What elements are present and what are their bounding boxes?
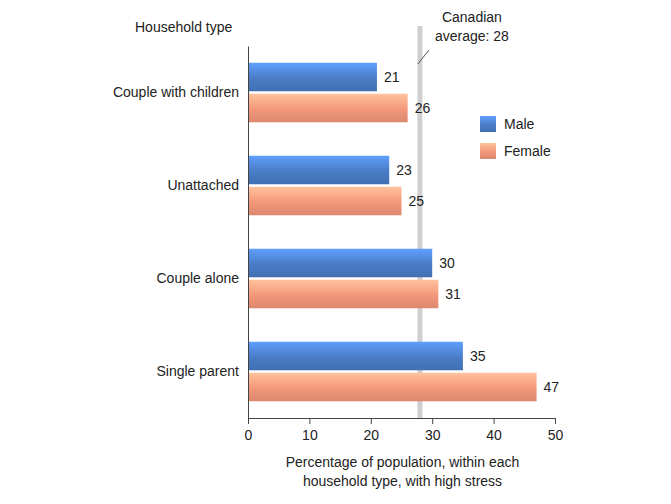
legend-swatch [480, 116, 496, 132]
data-label: 26 [415, 100, 431, 116]
x-axis-title: Percentage of population, within each [286, 454, 520, 470]
x-tick-label: 40 [486, 427, 502, 443]
x-tick-mark [248, 418, 249, 424]
x-tick-label: 50 [548, 427, 564, 443]
x-tick: 50 [548, 418, 564, 443]
x-tick-label: 30 [425, 427, 441, 443]
bar [248, 94, 408, 123]
chart: 21 23 30 35 26 25 31 47 Canadian average: 28 0 10 20… [0, 0, 671, 504]
bar [248, 63, 377, 92]
annotation-leader [418, 50, 429, 64]
x-tick-label: 0 [245, 427, 253, 443]
legend: Male Female [480, 116, 551, 159]
bar [248, 249, 432, 278]
data-label: 30 [439, 255, 455, 271]
bar [248, 342, 463, 371]
legend-item: Male [480, 116, 535, 132]
y-tick: Couple alone [156, 270, 248, 286]
y-tick: Couple with children [113, 84, 248, 100]
bar [248, 373, 537, 402]
x-axis-title: household type, with high stress [303, 473, 502, 489]
x-tick-mark [555, 418, 556, 424]
legend-swatch [480, 143, 496, 159]
annotation-text: average: 28 [435, 28, 509, 44]
y-tick-label: Unattached [167, 177, 239, 193]
legend-item: Female [480, 143, 551, 159]
y-axis-line [248, 47, 249, 419]
x-tick-label: 10 [302, 427, 318, 443]
y-tick-label: Couple with children [113, 84, 239, 100]
data-labels: 21 23 30 35 26 25 31 47 [384, 69, 559, 395]
annotation: Canadian average: 28 [418, 9, 509, 64]
bar [248, 280, 438, 309]
annotation-text: Canadian [442, 9, 502, 25]
legend-label: Male [504, 116, 535, 132]
x-tick: 20 [364, 418, 380, 443]
bar [248, 156, 389, 185]
x-tick-mark [494, 418, 495, 424]
data-label: 25 [409, 193, 425, 209]
x-tick: 10 [302, 418, 318, 443]
x-tick-mark [432, 418, 433, 424]
y-axis-title: Household type [135, 19, 233, 35]
x-tick-mark [371, 418, 372, 424]
y-tick: Single parent [156, 363, 248, 379]
data-label: 35 [470, 348, 486, 364]
plot-area [248, 26, 537, 418]
data-label: 21 [384, 69, 400, 85]
legend-label: Female [504, 143, 551, 159]
x-tick: 30 [425, 418, 441, 443]
x-axis-line [249, 419, 556, 425]
y-tick: Unattached [167, 177, 248, 193]
x-axis: 0 10 20 30 40 50 [245, 418, 564, 443]
bar [248, 187, 402, 216]
data-label: 23 [396, 162, 412, 178]
x-tick-mark [309, 418, 310, 424]
y-axis: Couple with children Unattached Couple alo… [113, 47, 249, 419]
x-tick-label: 20 [364, 427, 380, 443]
x-tick: 40 [486, 418, 502, 443]
x-tick: 0 [245, 418, 253, 443]
data-label: 47 [544, 379, 560, 395]
y-tick-label: Couple alone [156, 270, 239, 286]
y-tick-label: Single parent [156, 363, 239, 379]
data-label: 31 [445, 286, 461, 302]
